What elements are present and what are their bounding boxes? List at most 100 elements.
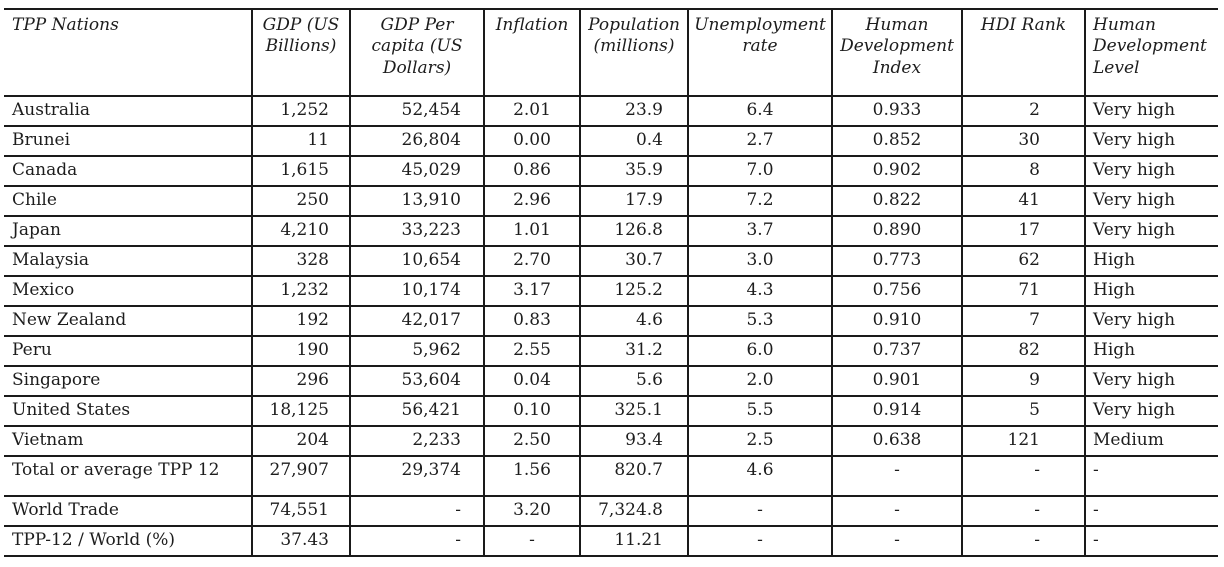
cell-hdi-rank: 2 [961,95,1086,127]
cell-inflation: 1.56 [483,455,581,497]
cell-nation: Canada [4,155,253,187]
cell-hdi-rank: 7 [961,305,1086,337]
cell-human-development-index: 0.852 [831,125,963,157]
column-header-hdi-rank: HDI Rank [961,8,1086,97]
cell-gdp-us-billions: 37.43 [251,525,351,557]
cell-gdp-us-billions: 250 [251,185,351,217]
cell-gdp-per-capita: 5,962 [349,335,485,367]
column-header-inflation: Inflation [483,8,581,97]
cell-unemployment-rate: 5.5 [687,395,833,427]
cell-hdi-rank: 62 [961,245,1086,277]
cell-nation: Total or average TPP 12 [4,455,253,497]
cell-human-development-level: - [1084,455,1218,497]
cell-gdp-us-billions: 18,125 [251,395,351,427]
table-row: Mexico 1,232 10,174 3.17 125.2 4.3 0.756 71 High [4,275,1218,307]
cell-nation: New Zealand [4,305,253,337]
tpp-nations-table: TPP Nations GDP (US Billions) GDP Per ca… [4,8,1218,557]
cell-nation: Chile [4,185,253,217]
cell-inflation: 0.10 [483,395,581,427]
cell-population-millions: 820.7 [579,455,689,497]
cell-inflation: 0.04 [483,365,581,397]
cell-hdi-rank: 5 [961,395,1086,427]
cell-human-development-index: 0.773 [831,245,963,277]
cell-gdp-us-billions: 27,907 [251,455,351,497]
column-header-human-development-index: Human Development Index [831,8,963,97]
cell-human-development-index: 0.638 [831,425,963,457]
cell-inflation: 2.70 [483,245,581,277]
cell-inflation: 2.55 [483,335,581,367]
column-header-unemployment-rate: Unemployment rate [687,8,833,97]
table-row: United States 18,125 56,421 0.10 325.1 5.5 0.9… [4,395,1218,427]
cell-unemployment-rate: 7.0 [687,155,833,187]
cell-human-development-level: Very high [1084,95,1218,127]
header-row: TPP Nations GDP (US Billions) GDP Per ca… [4,8,1218,97]
cell-unemployment-rate: 6.0 [687,335,833,367]
cell-gdp-per-capita: 33,223 [349,215,485,247]
cell-nation: Mexico [4,275,253,307]
table-row: Peru 190 5,962 2.55 31.2 6.0 0.737 82 High [4,335,1218,367]
cell-hdi-rank: - [961,495,1086,527]
cell-nation: TPP-12 / World (%) [4,525,253,557]
cell-gdp-per-capita: 13,910 [349,185,485,217]
cell-gdp-per-capita: 10,654 [349,245,485,277]
cell-gdp-us-billions: 296 [251,365,351,397]
cell-hdi-rank: 8 [961,155,1086,187]
cell-inflation: 2.01 [483,95,581,127]
cell-population-millions: 31.2 [579,335,689,367]
cell-inflation: 2.96 [483,185,581,217]
table-row: Brunei 11 26,804 0.00 0.4 2.7 0.852 30 Very high [4,125,1218,157]
table-row: Canada 1,615 45,029 0.86 35.9 7.0 0.902 8 Very h… [4,155,1218,187]
cell-human-development-level: Very high [1084,305,1218,337]
cell-unemployment-rate: 3.0 [687,245,833,277]
cell-human-development-index: 0.910 [831,305,963,337]
cell-population-millions: 17.9 [579,185,689,217]
cell-gdp-us-billions: 1,252 [251,95,351,127]
table-header: TPP Nations GDP (US Billions) GDP Per ca… [4,8,1218,97]
cell-gdp-us-billions: 1,232 [251,275,351,307]
table-body: Australia 1,252 52,454 2.01 23.9 6.4 0.933 2 Ver… [4,95,1218,557]
cell-gdp-us-billions: 11 [251,125,351,157]
table-row: Total or average TPP 12 27,907 29,374 1.56 8… [4,455,1218,497]
column-header-gdp-per-capita: GDP Per capita (US Dollars) [349,8,485,97]
cell-nation: Peru [4,335,253,367]
cell-population-millions: 126.8 [579,215,689,247]
cell-human-development-index: 0.822 [831,185,963,217]
cell-gdp-per-capita: - [349,495,485,527]
cell-human-development-index: - [831,525,963,557]
table-row: Chile 250 13,910 2.96 17.9 7.2 0.822 41 Very hig… [4,185,1218,217]
cell-human-development-index: 0.914 [831,395,963,427]
table-row: TPP-12 / World (%) 37.43- -11.21- - - - [4,525,1218,557]
cell-gdp-per-capita: 52,454 [349,95,485,127]
table-row: Vietnam 204 2,233 2.50 93.4 2.5 0.638 121 Medium [4,425,1218,457]
cell-inflation: 1.01 [483,215,581,247]
cell-gdp-per-capita: 10,174 [349,275,485,307]
cell-human-development-index: - [831,495,963,527]
cell-gdp-per-capita: 53,604 [349,365,485,397]
cell-hdi-rank: - [961,455,1086,497]
cell-human-development-index: 0.933 [831,95,963,127]
cell-gdp-per-capita: 26,804 [349,125,485,157]
cell-population-millions: 4.6 [579,305,689,337]
cell-gdp-per-capita: - [349,525,485,557]
cell-nation: Malaysia [4,245,253,277]
cell-hdi-rank: 17 [961,215,1086,247]
cell-population-millions: 23.9 [579,95,689,127]
column-header-nation: TPP Nations [4,8,253,97]
cell-hdi-rank: 82 [961,335,1086,367]
cell-population-millions: 5.6 [579,365,689,397]
cell-hdi-rank: 121 [961,425,1086,457]
table-row: World Trade 74,551-3.20 7,324.8- - - - [4,495,1218,527]
cell-inflation: 0.00 [483,125,581,157]
cell-unemployment-rate: - [687,495,833,527]
cell-inflation: 0.83 [483,305,581,337]
cell-hdi-rank: 41 [961,185,1086,217]
cell-population-millions: 30.7 [579,245,689,277]
cell-gdp-us-billions: 4,210 [251,215,351,247]
cell-inflation: 3.17 [483,275,581,307]
cell-gdp-us-billions: 190 [251,335,351,367]
cell-nation: Brunei [4,125,253,157]
cell-gdp-per-capita: 42,017 [349,305,485,337]
cell-unemployment-rate: 4.6 [687,455,833,497]
cell-gdp-per-capita: 2,233 [349,425,485,457]
cell-gdp-per-capita: 45,029 [349,155,485,187]
